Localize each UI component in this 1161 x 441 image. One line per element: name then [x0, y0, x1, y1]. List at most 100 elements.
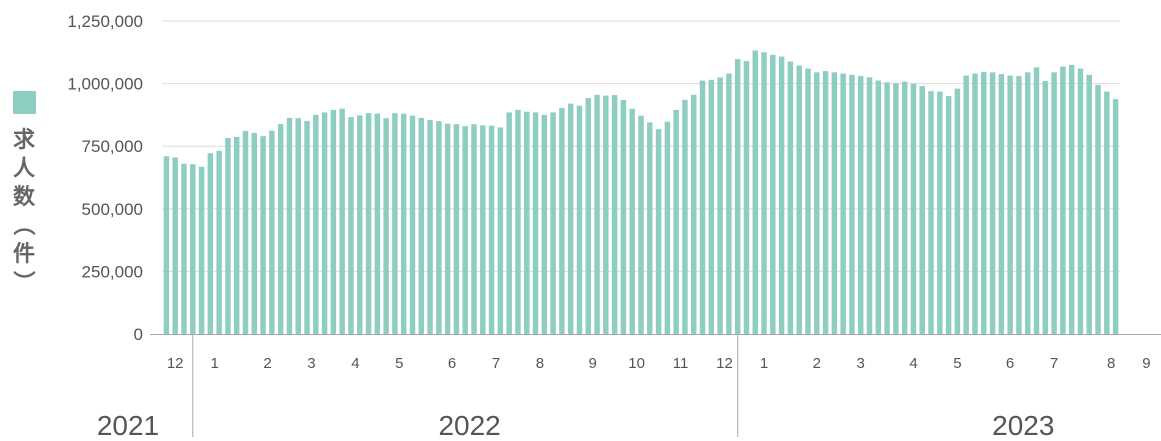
bar — [365, 113, 372, 335]
bar — [1051, 72, 1057, 334]
bar — [664, 121, 671, 334]
bar — [814, 72, 820, 334]
y-axis-ticks: 0 250,000 500,000 750,000 1,000,000 1,250,000 — [67, 12, 143, 344]
x-axis — [150, 334, 1161, 437]
bar — [480, 125, 486, 334]
bar — [251, 132, 258, 334]
bar — [225, 137, 231, 334]
month-label: 1 — [760, 355, 768, 372]
bar — [295, 118, 301, 334]
bar — [910, 83, 917, 334]
month-label: 5 — [395, 355, 403, 372]
bar — [1033, 67, 1040, 334]
y-axis-label-char: 人 — [13, 157, 35, 182]
bar — [242, 130, 249, 334]
y-tick-label: 750,000 — [82, 137, 143, 156]
bars — [163, 50, 1119, 335]
y-axis-label-char: 求 — [13, 128, 35, 153]
month-label: 4 — [909, 355, 917, 372]
month-labels: 12123456789101112123456789101112 — [167, 355, 1151, 372]
bar — [1112, 99, 1119, 335]
bar — [629, 108, 635, 334]
bar — [374, 113, 381, 335]
bar — [524, 111, 530, 334]
y-axis-label-char: 件 — [13, 242, 35, 267]
bar — [691, 94, 697, 335]
bar — [963, 75, 969, 334]
bar — [655, 129, 662, 334]
bar — [488, 125, 495, 334]
y-tick-label: 0 — [134, 325, 143, 344]
bar — [1095, 84, 1101, 334]
bar — [383, 118, 389, 334]
bar — [831, 72, 838, 334]
bar — [497, 127, 504, 334]
bar — [585, 98, 591, 335]
bar — [198, 166, 205, 334]
bar — [620, 99, 627, 334]
month-label: 2 — [263, 355, 271, 372]
bar — [770, 54, 776, 335]
bar — [998, 74, 1005, 334]
bar — [945, 96, 952, 335]
bar — [190, 164, 196, 334]
bar — [1077, 68, 1084, 334]
y-axis-label-char: （ — [10, 213, 35, 235]
bar — [550, 112, 556, 335]
bar — [893, 83, 899, 334]
bar — [1104, 91, 1110, 334]
bar — [453, 124, 460, 334]
y-tick-label: 500,000 — [82, 200, 143, 219]
legend: 求人数 （ 件 ） — [10, 91, 36, 293]
bar — [787, 61, 794, 335]
bar — [1042, 81, 1049, 334]
bar — [1060, 66, 1066, 334]
bar — [603, 95, 609, 335]
bar — [1086, 74, 1092, 334]
bar — [901, 81, 908, 334]
bar — [699, 80, 706, 334]
bar — [849, 74, 855, 334]
bar — [822, 71, 829, 334]
month-label: 12 — [716, 355, 733, 372]
bar — [884, 82, 890, 334]
bar — [734, 59, 741, 335]
bar — [313, 114, 319, 335]
bar — [269, 130, 275, 334]
bar — [778, 56, 785, 335]
bar — [330, 109, 337, 334]
bar — [471, 124, 477, 334]
bar — [567, 103, 574, 334]
bar — [1068, 64, 1075, 334]
bar — [216, 150, 222, 334]
y-axis-label: 求人数 （ 件 ） — [10, 128, 36, 293]
month-label: 3 — [857, 355, 865, 372]
bar — [541, 114, 548, 335]
month-label: 11 — [673, 355, 689, 372]
bar — [594, 94, 600, 335]
bar — [576, 105, 583, 334]
bar — [858, 76, 864, 334]
bar — [277, 124, 284, 334]
month-label: 9 — [1142, 355, 1150, 372]
year-label: 2022 — [438, 410, 500, 441]
bar — [981, 71, 987, 334]
bar — [357, 115, 363, 335]
bar — [286, 117, 293, 335]
bar — [506, 112, 512, 335]
bar — [954, 88, 961, 334]
bar — [1016, 76, 1022, 334]
month-label: 10 — [628, 355, 645, 372]
bar — [348, 117, 354, 335]
bar — [919, 86, 925, 334]
month-label: 4 — [351, 355, 359, 372]
month-label: 9 — [589, 355, 597, 372]
bar — [682, 99, 688, 334]
y-axis-label-char: ） — [10, 270, 35, 292]
bar — [647, 122, 653, 334]
bar — [444, 123, 451, 334]
bar — [752, 50, 758, 335]
bar — [181, 163, 187, 334]
month-label: 7 — [1050, 355, 1058, 372]
